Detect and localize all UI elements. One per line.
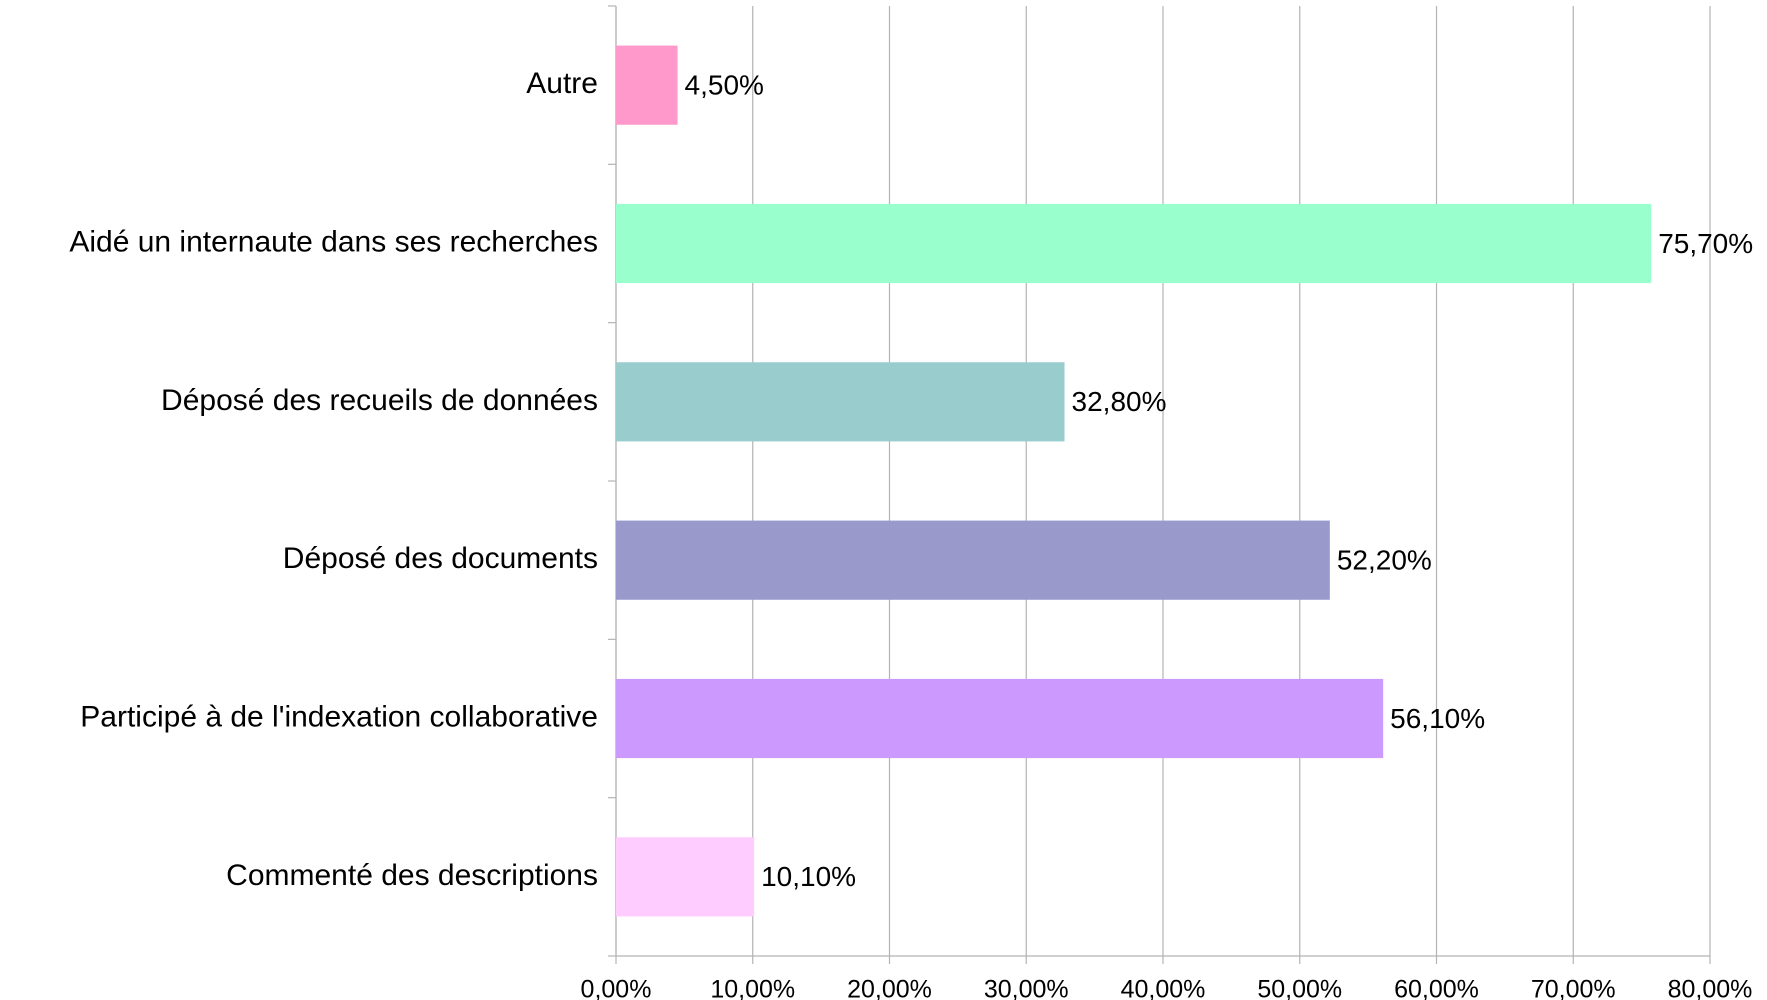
value-label: 56,10%	[1390, 703, 1485, 734]
bar	[616, 45, 678, 125]
y-tick-label: Aidé un internaute dans ses recherches	[69, 225, 598, 258]
y-tick-label: Participé à de l'indexation collaborativ…	[80, 700, 598, 733]
x-tick-label: 10,00%	[710, 976, 795, 1000]
x-tick-label: 60,00%	[1394, 976, 1479, 1000]
bar	[616, 520, 1330, 600]
value-label: 4,50%	[685, 70, 764, 101]
x-tick-label: 70,00%	[1531, 976, 1616, 1000]
value-label: 32,80%	[1072, 386, 1167, 417]
bar	[616, 203, 1652, 284]
y-tick-label: Commenté des descriptions	[226, 859, 598, 892]
value-label: 75,70%	[1658, 228, 1753, 259]
y-tick-label: Déposé des recueils de données	[161, 384, 598, 417]
y-tick-label: Autre	[526, 67, 598, 100]
bar	[616, 362, 1065, 442]
x-tick-label: 50,00%	[1257, 976, 1342, 1000]
bar	[616, 837, 755, 917]
x-tick-label: 40,00%	[1121, 976, 1206, 1000]
x-tick-label: 80,00%	[1668, 976, 1753, 1000]
x-tick-label: 30,00%	[984, 976, 1069, 1000]
value-label: 10,10%	[761, 861, 856, 892]
x-tick-label: 0,00%	[581, 976, 652, 1000]
bar	[616, 678, 1384, 759]
y-tick-label: Déposé des documents	[283, 542, 598, 575]
value-label: 52,20%	[1337, 545, 1432, 576]
x-tick-label: 20,00%	[847, 976, 932, 1000]
